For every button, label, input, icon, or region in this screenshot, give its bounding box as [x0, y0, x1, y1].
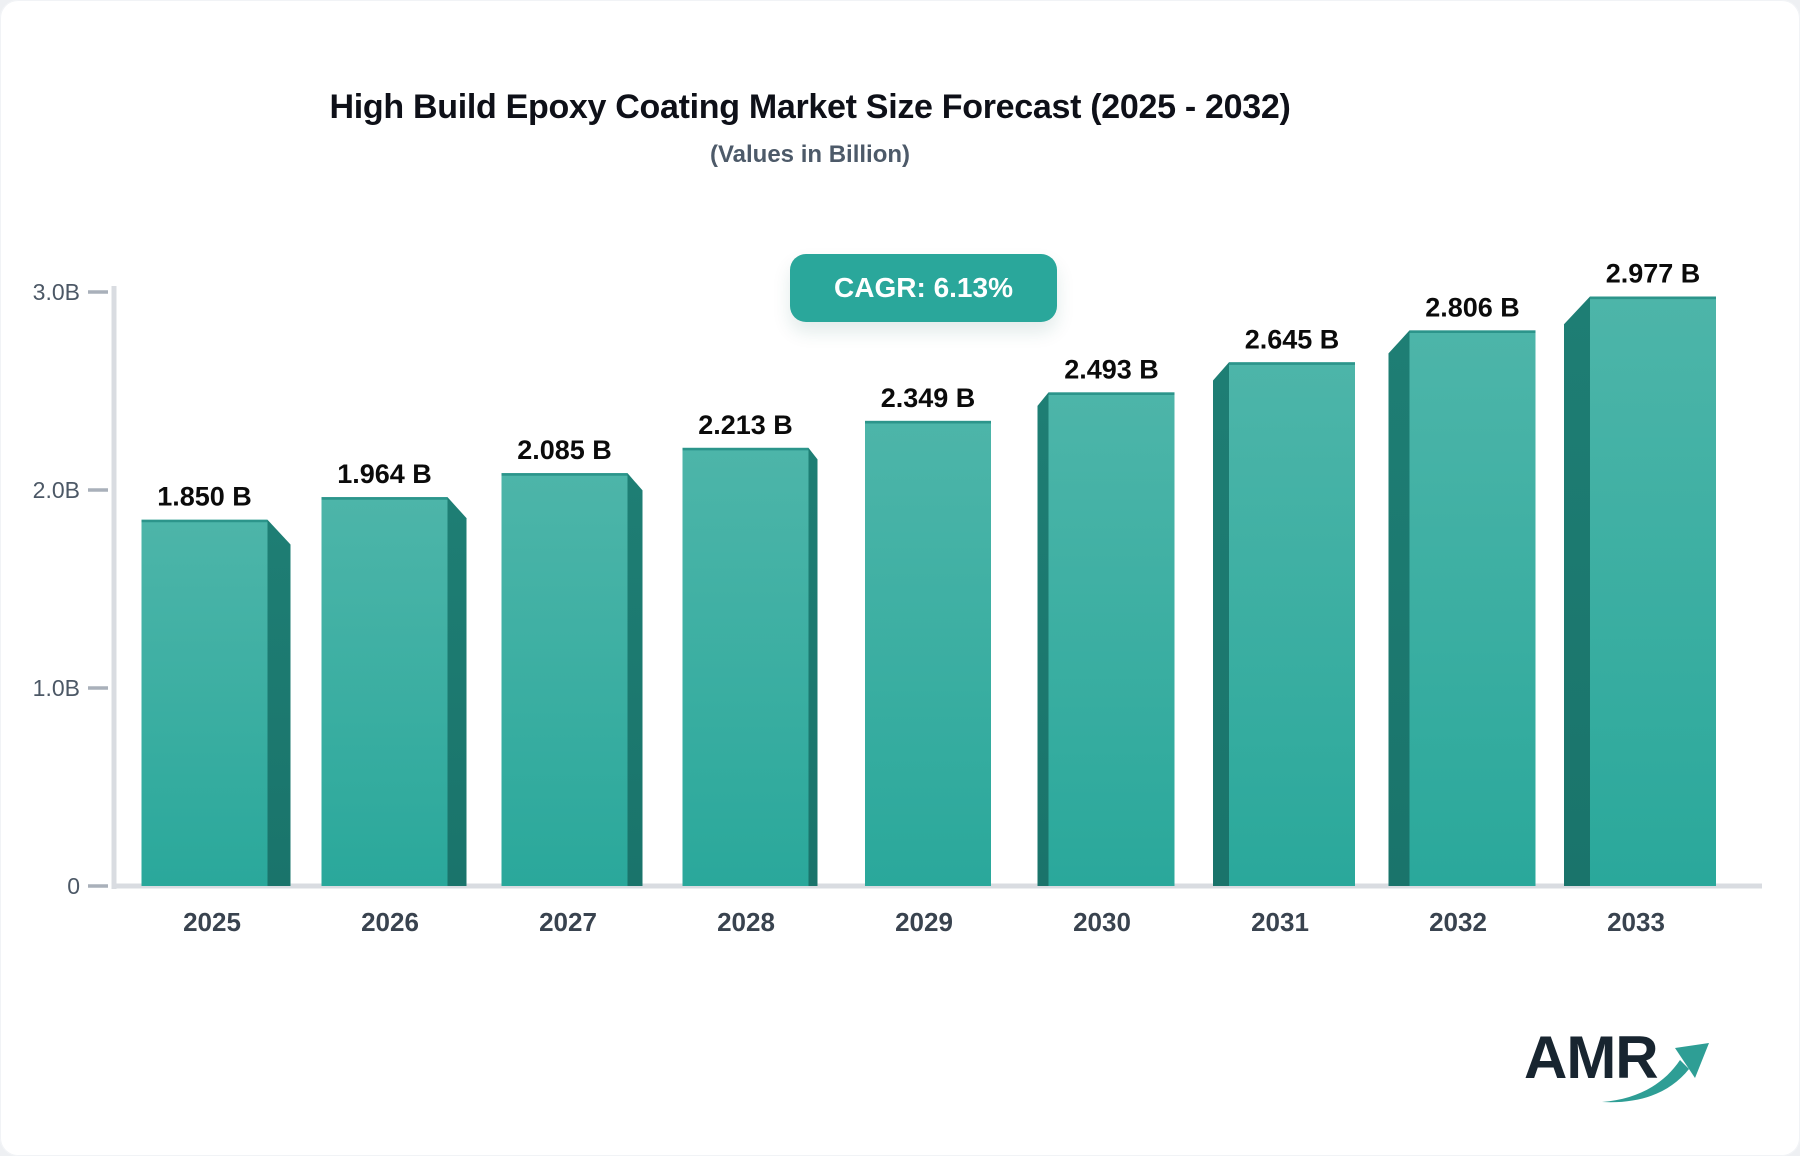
chart-header: High Build Epoxy Coating Market Size For…: [0, 88, 1620, 169]
bar: [141, 519, 268, 886]
bar-side-face: [267, 519, 291, 886]
chart-title: High Build Epoxy Coating Market Size For…: [329, 88, 1291, 126]
bar: [501, 473, 628, 886]
bar: [865, 420, 991, 886]
cagr-badge-label: CAGR: 6.13%: [834, 272, 1013, 303]
bar-side-face: [447, 497, 467, 886]
y-tick-label: 0: [67, 873, 80, 899]
bar: [1409, 330, 1536, 886]
bar-value-label: 2.213 B: [698, 410, 793, 440]
cagr-badge: CAGR: 6.13%: [790, 254, 1057, 322]
bar-side-face: [808, 447, 818, 886]
bar: [682, 447, 809, 886]
bar-value-label: 2.085 B: [517, 435, 612, 465]
bar-value-label: 2.493 B: [1064, 354, 1159, 384]
amr-logo-text: AMR: [1524, 1024, 1659, 1091]
x-tick-label: 2029: [895, 907, 953, 937]
x-tick-label: 2028: [717, 907, 775, 937]
y-tick-label: 1.0B: [33, 675, 80, 701]
bar-side-face: [1388, 330, 1410, 886]
y-tick-label: 3.0B: [33, 279, 80, 305]
bar-value-label: 2.977 B: [1606, 259, 1701, 289]
chart-subtitle: (Values in Billion): [709, 141, 911, 168]
x-tick-label: 2025: [183, 907, 241, 937]
x-tick-label: 2030: [1073, 907, 1131, 937]
bar-side-face: [1037, 392, 1049, 886]
bar-value-label: 1.964 B: [337, 459, 432, 489]
x-tick-label: 2031: [1251, 907, 1309, 937]
bar: [1048, 392, 1175, 886]
x-tick-label: 2027: [539, 907, 597, 937]
y-tick-label: 2.0B: [33, 477, 80, 503]
bar: [1590, 296, 1716, 887]
x-tick-label: 2032: [1429, 907, 1487, 937]
bar-value-label: 1.850 B: [157, 482, 252, 512]
x-tick-label: 2026: [361, 907, 419, 937]
bar-value-label: 2.806 B: [1425, 292, 1520, 322]
bar-value-label: 2.645 B: [1245, 324, 1340, 354]
bar: [1229, 362, 1355, 886]
x-tick-label: 2033: [1607, 907, 1665, 937]
bar: [321, 497, 448, 886]
bar-side-face: [627, 473, 643, 886]
bar-side-face: [1564, 296, 1590, 887]
bar-side-face: [1213, 362, 1229, 886]
growth-arrow-icon: [1602, 1043, 1709, 1103]
amr-logo: AMR: [1524, 1028, 1724, 1112]
bar-value-label: 2.349 B: [881, 383, 976, 413]
